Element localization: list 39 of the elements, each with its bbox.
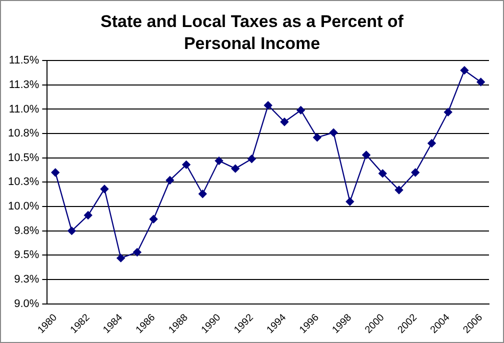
- y-tick-label: 10.5%: [8, 152, 40, 164]
- point: [51, 168, 60, 177]
- point: [214, 156, 224, 165]
- point: [231, 164, 240, 173]
- y-tick-label: 9.0%: [14, 298, 40, 310]
- point: [149, 215, 158, 224]
- chart-title: State and Local Taxes as a Percent of Personal Income: [100, 11, 404, 55]
- y-tick-label: 11.5%: [8, 54, 40, 67]
- point: [476, 78, 485, 86]
- point: [280, 118, 289, 126]
- point: [248, 154, 256, 163]
- point: [116, 254, 125, 262]
- point: [313, 133, 322, 142]
- point: [394, 186, 404, 194]
- point: [198, 190, 207, 198]
- point: [296, 106, 305, 114]
- point: [264, 101, 272, 110]
- point: [378, 169, 387, 178]
- point: [133, 248, 142, 256]
- point: [100, 184, 109, 194]
- point: [166, 176, 174, 184]
- y-tick-label: 9.8%: [14, 224, 40, 237]
- point: [444, 108, 452, 116]
- y-tick-label: 9.5%: [14, 249, 40, 262]
- point: [68, 226, 76, 235]
- point: [428, 139, 436, 148]
- y-tick-label: 10.3%: [8, 176, 40, 188]
- y-tick-label: 10.8%: [8, 128, 40, 140]
- point: [182, 160, 190, 169]
- point: [460, 66, 469, 74]
- point: [346, 198, 354, 206]
- point: [329, 128, 338, 137]
- point: [411, 168, 420, 177]
- y-tick-label: 11.3%: [8, 78, 40, 91]
- point: [84, 211, 92, 220]
- y-tick-label: 9.3%: [14, 273, 40, 286]
- y-tick-label: 11.0%: [8, 103, 40, 116]
- y-tick-label: 10.0%: [8, 200, 40, 213]
- point: [362, 150, 370, 160]
